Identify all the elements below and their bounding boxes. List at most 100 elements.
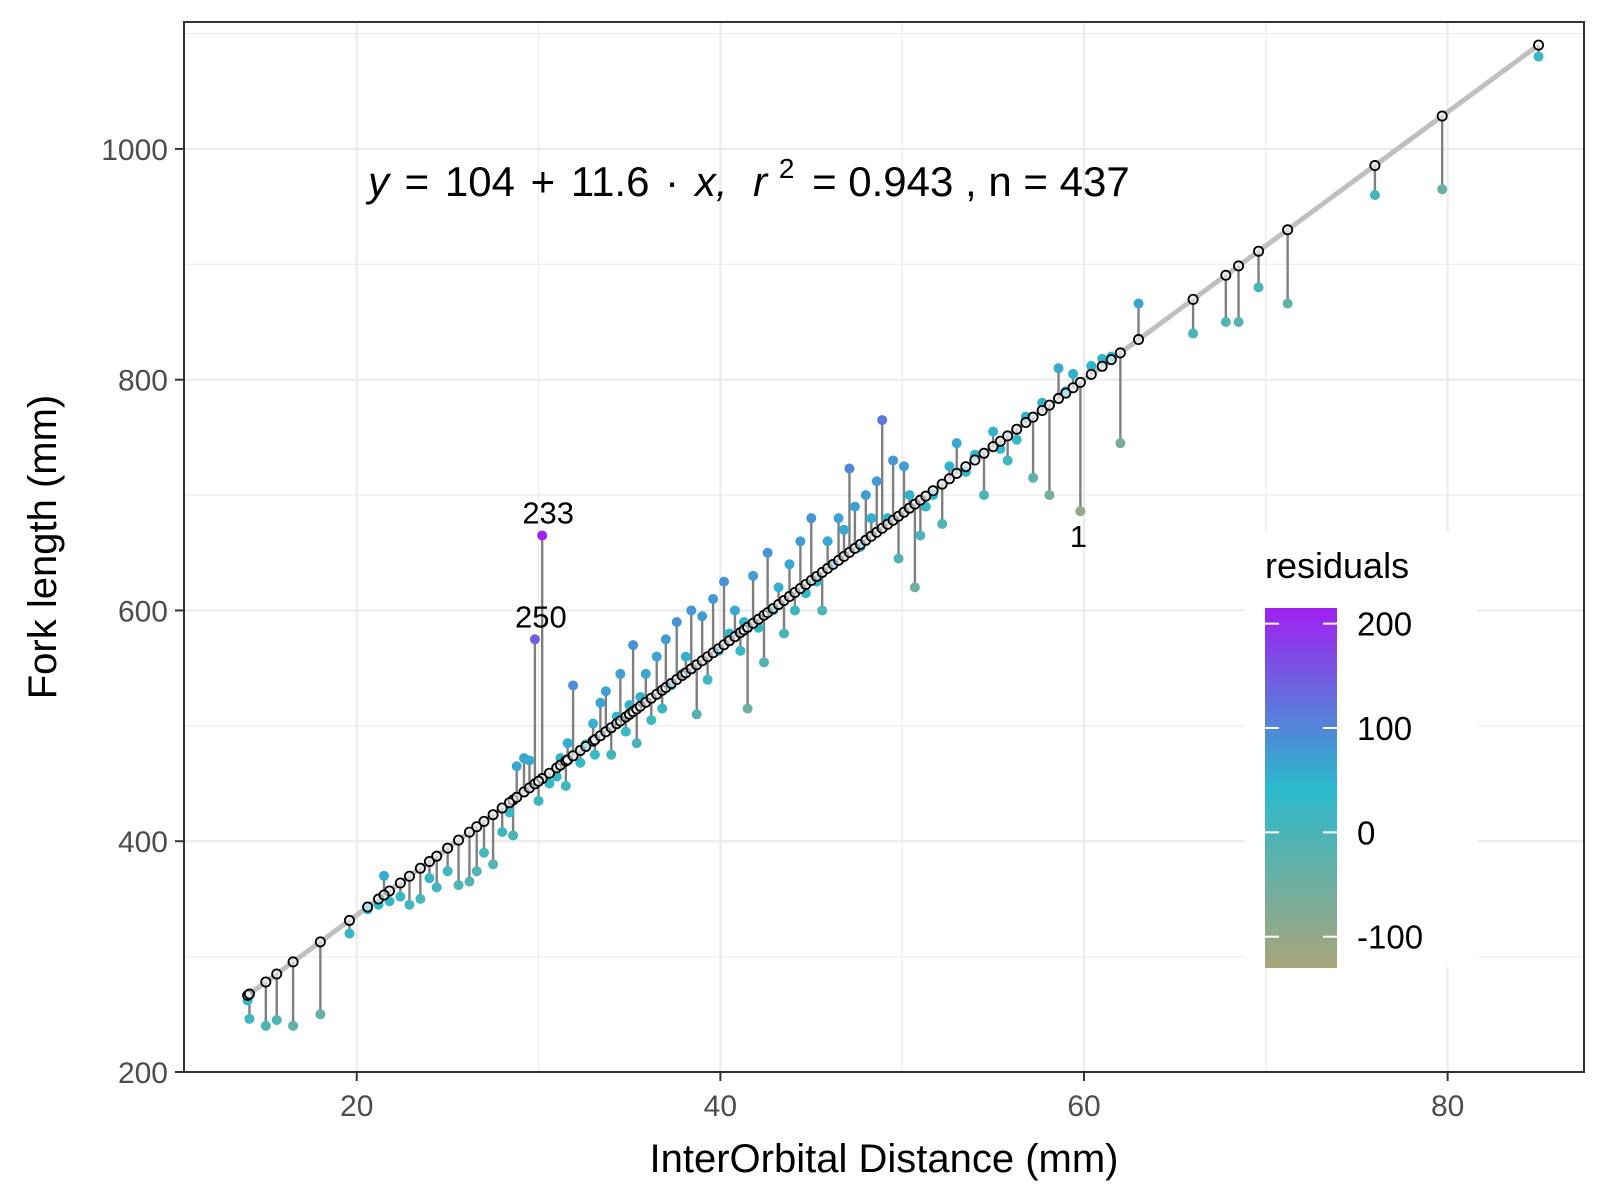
observed-point xyxy=(773,582,784,593)
observed-point xyxy=(899,461,909,472)
y-tick-label: 800 xyxy=(118,365,168,398)
fitted-point xyxy=(453,834,465,846)
observed-point xyxy=(871,476,882,487)
observed-point xyxy=(395,891,406,902)
observed-point xyxy=(497,827,508,837)
observed-point xyxy=(260,1020,271,1031)
eq-y-symbol: y xyxy=(365,158,392,205)
observed-point xyxy=(697,611,708,622)
point-labels: 233 250 1 xyxy=(515,495,1087,634)
observed-points xyxy=(242,51,1544,1031)
fitted-point xyxy=(1369,160,1381,172)
fitted-point xyxy=(1002,430,1014,442)
fitted-point xyxy=(987,441,999,453)
eq-slope: 11.6 xyxy=(571,158,650,205)
y-axis-title: Fork length (mm) xyxy=(21,395,65,700)
observed-point xyxy=(1188,328,1199,339)
observed-point xyxy=(866,513,877,524)
observed-point xyxy=(735,645,746,656)
fitted-point xyxy=(567,750,579,762)
observed-point xyxy=(937,518,948,529)
legend-tick-label: 100 xyxy=(1357,710,1412,747)
observed-point xyxy=(691,709,702,720)
observed-point xyxy=(568,680,579,691)
observed-point xyxy=(600,686,611,697)
x-axis-title: InterOrbital Distance (mm) xyxy=(650,1137,1119,1181)
observed-point xyxy=(671,617,682,627)
observed-point xyxy=(1233,317,1244,327)
fitted-point xyxy=(943,473,955,485)
fitted-point xyxy=(1011,423,1023,435)
point-label: 233 xyxy=(522,495,574,530)
fitted-point xyxy=(936,478,948,490)
y-tick-label: 400 xyxy=(118,826,168,859)
observed-point xyxy=(1533,51,1544,62)
observed-point xyxy=(657,703,668,714)
fitted-point xyxy=(487,809,499,821)
observed-point xyxy=(646,715,657,726)
observed-point xyxy=(839,524,849,535)
panel-border xyxy=(183,21,1585,1073)
observed-point xyxy=(1133,298,1144,309)
fitted-point xyxy=(1436,110,1448,122)
observed-point xyxy=(537,530,548,541)
fitted-point xyxy=(431,850,443,862)
fitted-point xyxy=(503,797,515,809)
fitted-point xyxy=(994,435,1006,447)
observed-point xyxy=(471,866,482,877)
observed-point xyxy=(1068,368,1079,379)
eq-r-exponent: 2 xyxy=(779,153,795,184)
observed-point xyxy=(817,605,828,616)
observed-point xyxy=(979,490,989,501)
observed-point xyxy=(442,866,453,877)
observed-point xyxy=(795,536,806,547)
fitted-point xyxy=(423,856,435,868)
fitted-point xyxy=(1020,417,1032,429)
observed-point xyxy=(748,570,759,581)
fitted-point xyxy=(533,775,545,787)
observed-point xyxy=(244,1013,255,1024)
observed-point xyxy=(680,651,691,662)
observed-point xyxy=(524,755,535,766)
fitted-point xyxy=(960,461,972,473)
fitted-point xyxy=(403,870,415,882)
observed-point xyxy=(951,438,962,449)
fitted-point xyxy=(1085,368,1097,380)
observed-point xyxy=(271,1015,282,1026)
fitted-point xyxy=(580,740,592,752)
observed-point xyxy=(589,749,600,760)
y-tick-label: 200 xyxy=(118,1057,168,1090)
observed-point xyxy=(560,780,571,791)
observed-point xyxy=(915,530,926,541)
fitted-point xyxy=(1220,269,1232,281)
observed-point xyxy=(511,761,522,772)
legend-title: residuals xyxy=(1265,545,1409,586)
fitted-point xyxy=(243,988,255,1000)
fitted-point xyxy=(1067,382,1079,394)
observed-point xyxy=(719,576,729,587)
observed-point xyxy=(779,628,789,639)
fitted-point xyxy=(1027,411,1039,423)
observed-point xyxy=(1053,363,1064,374)
observed-point xyxy=(660,634,671,645)
observed-point xyxy=(702,674,713,685)
fitted-point xyxy=(1043,399,1055,411)
fitted-point xyxy=(1060,387,1072,399)
legend-tick-label: 200 xyxy=(1357,606,1412,643)
observed-point xyxy=(759,657,769,668)
legend-colorbar xyxy=(1265,608,1337,968)
fitted-point xyxy=(1114,347,1126,359)
observed-point xyxy=(729,605,740,616)
observed-point xyxy=(849,501,860,512)
observed-point xyxy=(588,718,599,729)
observed-point xyxy=(686,605,697,616)
fitted-point xyxy=(260,976,272,988)
legend-tick-labels: 200 100 0 -100 xyxy=(1265,606,1423,956)
observed-point xyxy=(762,547,773,558)
observed-point xyxy=(288,1020,299,1031)
fitted-point xyxy=(543,767,555,779)
observed-point xyxy=(944,461,955,472)
x-tick-label: 80 xyxy=(1431,1090,1464,1123)
